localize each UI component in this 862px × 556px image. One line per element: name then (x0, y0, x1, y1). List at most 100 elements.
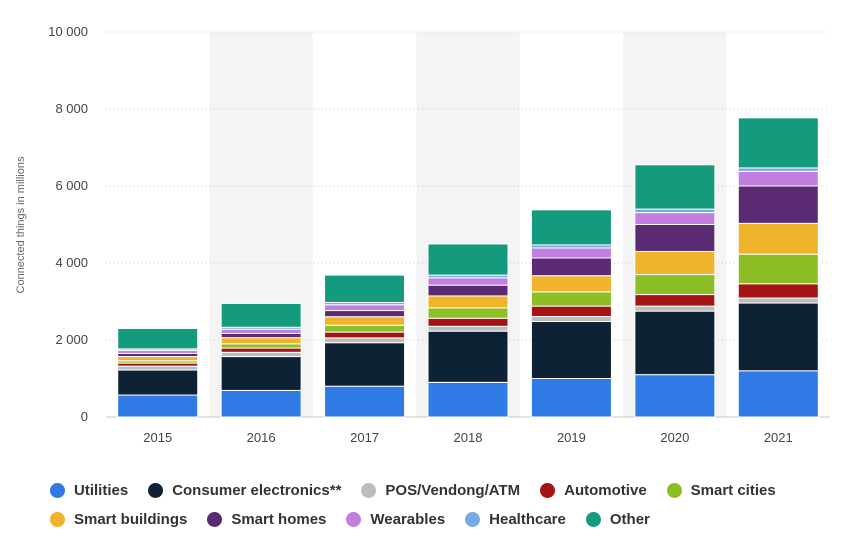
legend-item[interactable]: Smart buildings (50, 511, 187, 528)
legend-swatch (50, 482, 65, 498)
y-tick-label: 0 (81, 409, 88, 424)
legend-label: Utilities (74, 481, 129, 499)
bar-segment-2015-smart-buildings (117, 356, 199, 362)
y-axis-title: Connected things in millions (15, 156, 27, 293)
legend-item[interactable]: POS/Vendong/ATM (361, 482, 520, 499)
y-tick-label: 8 000 (55, 101, 88, 116)
bar-segment-2021-automotive (737, 283, 819, 299)
bar-segment-2017-consumer-electronics (324, 342, 406, 387)
bar-segment-2017-wearables (324, 304, 406, 312)
legend-swatch (666, 482, 682, 498)
bar-segment-2015-pos-vendong-atm (117, 365, 199, 371)
y-tick-label: 2 000 (55, 332, 88, 347)
bar-segment-2016-utilities (220, 389, 302, 418)
bar-segment-2020-healthcare (634, 208, 716, 214)
legend-item[interactable]: Smart homes (207, 511, 326, 528)
x-tick-label: 2021 (764, 430, 793, 445)
bar-segment-2015-consumer-electronics (117, 369, 199, 396)
legend-swatch (585, 511, 601, 527)
bar-segment-2019-pos-vendong-atm (530, 316, 612, 323)
bar-segment-2018-smart-cities (427, 307, 509, 319)
bar-segment-2018-pos-vendong-atm (427, 325, 509, 332)
legend-item[interactable]: Other (585, 510, 650, 528)
bar-segment-2016-consumer-electronics (220, 356, 302, 391)
bar-segment-2016-wearables (220, 328, 302, 334)
bar-segment-2019-other (530, 209, 612, 246)
bar-segment-2020-utilities (634, 374, 716, 418)
legend-swatch (361, 482, 377, 498)
legend: Utilities Consumer electronics** POS/Vendo… (50, 478, 850, 536)
legend-item[interactable]: Wearables (346, 511, 445, 528)
legend-item[interactable]: Smart cities (666, 481, 776, 499)
bar-segment-2018-wearables (427, 277, 509, 286)
y-tick-labels: 0 2 000 4 000 6 000 8 000 10 000 (48, 24, 88, 424)
bar-segment-2019-smart-homes (530, 257, 612, 277)
legend-row: Utilities Consumer electronics** POS/Vendo… (50, 478, 850, 502)
bar-segment-2017-other (324, 274, 406, 303)
bar-segment-2018-smart-homes (427, 284, 509, 297)
legend-swatch (50, 511, 65, 527)
legend-item[interactable]: Utilities (50, 482, 128, 499)
bar-segment-2020-wearables (634, 212, 716, 226)
bar-segment-2018-utilities (427, 381, 509, 418)
legend-item[interactable]: Consumer electronics** (148, 482, 341, 499)
bar-segment-2016-other (220, 302, 302, 328)
legend-label: Other (609, 510, 650, 528)
bar-segment-2020-smart-buildings (634, 250, 716, 276)
legend-swatch (465, 511, 481, 527)
legend-label: Smart buildings (74, 510, 188, 528)
legend-label: Wearables (370, 510, 446, 528)
bar-segment-2021-healthcare (737, 167, 819, 172)
bar-segment-2019-automotive (530, 305, 612, 318)
bar-segment-2019-consumer-electronics (530, 321, 612, 379)
bar-segment-2020-smart-cities (634, 274, 716, 296)
legend-swatch (346, 511, 362, 527)
bar-segment-2017-automotive (324, 331, 406, 339)
legend-row: Smart buildings Smart homes Wearables Healt… (50, 507, 850, 531)
x-tick-labels: 2015 2016 2017 2018 2019 2020 2021 (143, 430, 792, 445)
x-tick-label: 2016 (247, 430, 276, 445)
bar-segment-2021-consumer-electronics (737, 302, 819, 372)
bar-segment-2018-smart-buildings (427, 295, 509, 309)
stacked-bar-chart: 0 2 000 4 000 6 000 8 000 10 000 2015 2016 2017… (15, 24, 830, 445)
legend-label: POS/Vendong/ATM (385, 481, 521, 499)
bar-segment-2016-pos-vendong-atm (220, 351, 302, 358)
y-tick-label: 10 000 (48, 24, 88, 39)
x-tick-label: 2020 (660, 430, 689, 445)
bars (117, 117, 819, 418)
bar-segment-2021-smart-buildings (737, 222, 819, 255)
bar-segment-2016-smart-buildings (220, 337, 302, 345)
legend-item[interactable]: Healthcare (465, 511, 566, 528)
legend-swatch (207, 511, 223, 527)
bar-segment-2018-automotive (427, 317, 509, 327)
legend-label: Smart cities (690, 481, 776, 499)
bar-segment-2020-smart-homes (634, 224, 716, 252)
bar-segment-2019-utilities (530, 378, 612, 418)
y-tick-label: 6 000 (55, 178, 88, 193)
bar-segment-2021-pos-vendong-atm (737, 297, 819, 304)
bar-segment-2020-other (634, 164, 716, 210)
bar-segment-2019-smart-cities (530, 291, 612, 307)
bar-segment-2020-consumer-electronics (634, 310, 716, 376)
bar-segment-2020-pos-vendong-atm (634, 305, 716, 312)
bar-segment-2016-automotive (220, 347, 302, 353)
bar-segment-2021-utilities (737, 370, 819, 418)
x-tick-label: 2017 (350, 430, 379, 445)
bar-segment-2015-utilities (117, 394, 199, 418)
bar-segment-2015-other (117, 327, 199, 350)
bar-segment-2016-smart-homes (220, 332, 302, 339)
bar-segment-2021-other (737, 117, 819, 169)
bar-segment-2017-utilities (324, 385, 406, 418)
legend-label: Automotive (564, 481, 647, 499)
legend-label: Consumer electronics** (172, 481, 342, 499)
x-tick-label: 2018 (454, 430, 483, 445)
bar-segment-2017-smart-cities (324, 324, 406, 333)
bar-segment-2019-smart-buildings (530, 275, 612, 293)
bar-segment-2021-smart-cities (737, 253, 819, 285)
bar-segment-2017-smart-buildings (324, 316, 406, 326)
legend-label: Healthcare (489, 510, 566, 528)
bar-segment-2018-consumer-electronics (427, 330, 509, 383)
legend-item[interactable]: Automotive (540, 482, 647, 499)
bar-segment-2019-wearables (530, 247, 612, 259)
bar-segment-2017-pos-vendong-atm (324, 337, 406, 344)
